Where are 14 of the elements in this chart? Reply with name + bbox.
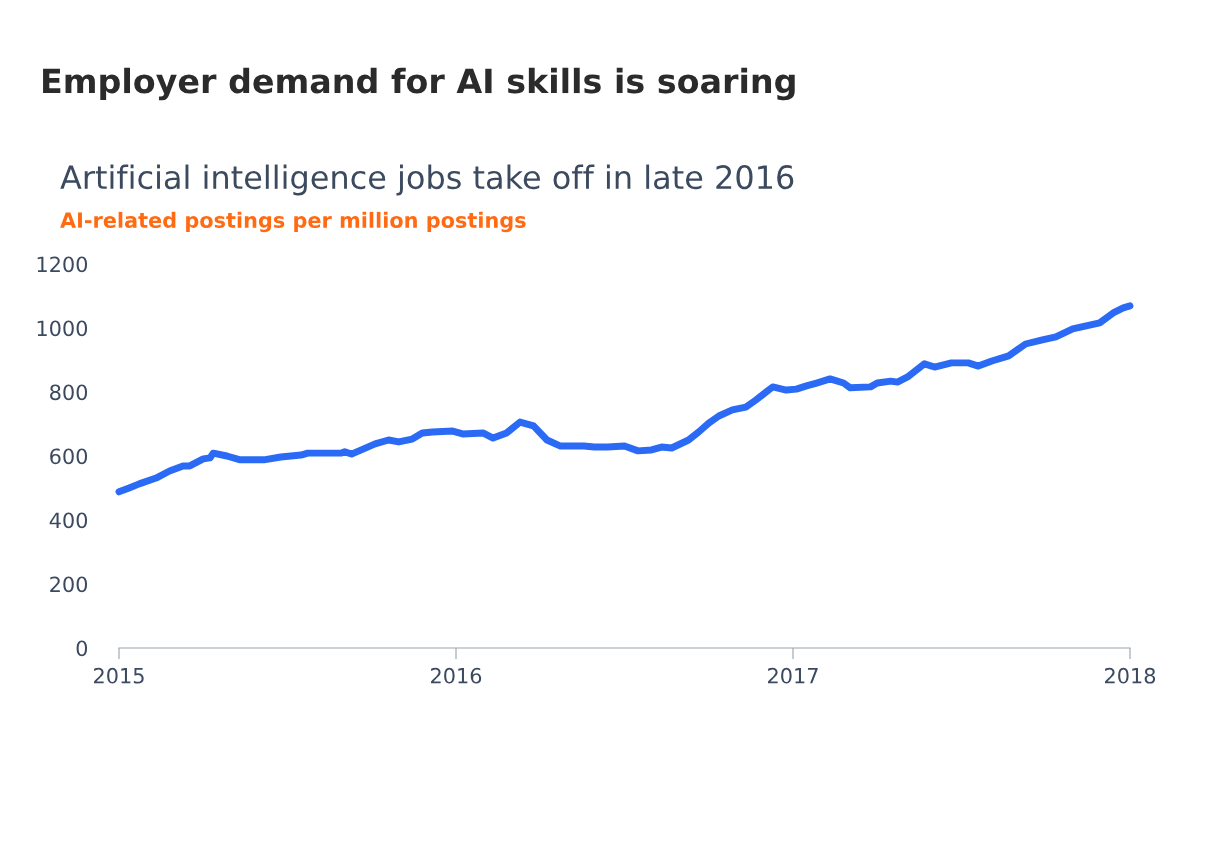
- x-tick-label: 2017: [768, 667, 818, 684]
- x-tick-label: 2015: [94, 667, 144, 684]
- x-tick-label: 2016: [431, 667, 482, 684]
- y-tick-label: 400: [49, 512, 88, 529]
- y-tick-label: 1200: [37, 256, 88, 273]
- y-tick-label: 800: [50, 384, 88, 401]
- y-tick-label: 600: [50, 448, 88, 465]
- x-tick-label: 2018: [1105, 667, 1156, 684]
- chart-subtitle: Artificial intelligence jobs take off in late 2016: [60, 164, 794, 196]
- chart-title: Employer demand for AI skills is soaring: [43, 67, 795, 101]
- y-tick-label: 200: [50, 576, 88, 593]
- y-axis-title: AI-related postings per million postings: [60, 211, 526, 233]
- y-tick-label: 0: [76, 640, 88, 657]
- y-tick-label: 1000: [37, 320, 88, 337]
